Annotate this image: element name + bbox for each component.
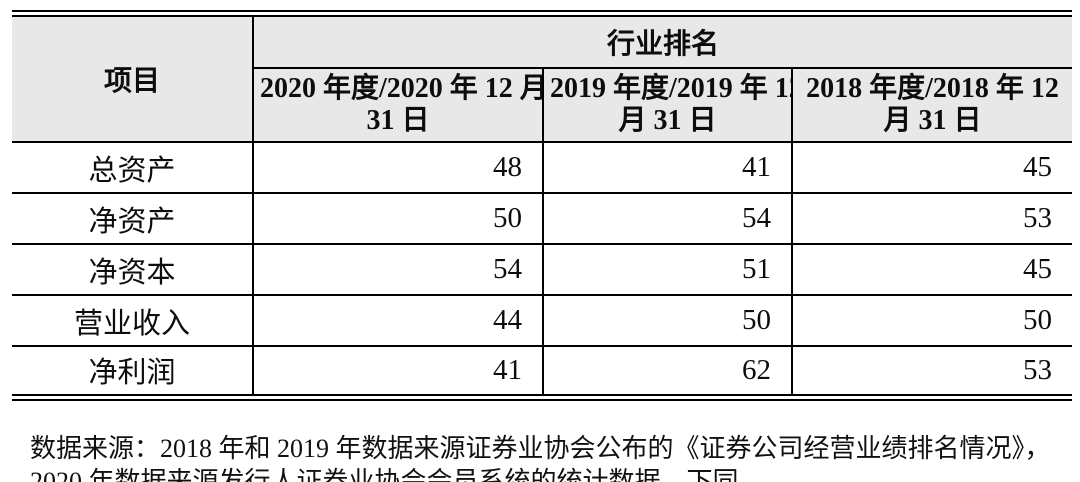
column-header-2018-line2: 月 31 日 — [883, 105, 982, 136]
row-label: 净利润 — [88, 357, 176, 390]
cell-value: 50 — [791, 295, 1072, 346]
column-header-group: 行业排名 — [252, 13, 1072, 68]
cell-value: 53 — [791, 193, 1072, 244]
cell-value: 45 — [791, 244, 1072, 295]
cell-value: 54 — [542, 193, 792, 244]
table-row-total-assets: 总资产 48 41 45 — [12, 142, 1072, 193]
cell-value: 51 — [542, 244, 792, 295]
column-header-2020: 2020 年度/2020 年 12 月 31 日 — [252, 68, 543, 142]
cell-value: 50 — [542, 295, 792, 346]
column-header-2020-line1: 2020 年度/2020 年 12 月 — [260, 73, 543, 104]
column-header-2019-line2: 月 31 日 — [618, 105, 717, 136]
footnote-line-2: 2020 年数据来源发行人证券业协会会员系统的统计数据，下同。 — [30, 467, 765, 482]
cell-value: 62 — [542, 346, 792, 397]
column-header-2018: 2018 年度/2018 年 12 月 31 日 — [791, 68, 1072, 142]
cell-value: 41 — [542, 142, 792, 193]
industry-ranking-table: 项目 行业排名 2020 年度/2020 年 12 月 31 日 2019 年度… — [12, 10, 1072, 401]
data-source-footnote: 数据来源：2018 年和 2019 年数据来源证券业协会公布的《证券公司经营业绩… — [30, 432, 1066, 482]
table-row-net-capital: 净资本 54 51 45 — [12, 244, 1072, 295]
row-label: 营业收入 — [73, 307, 190, 340]
column-header-2019: 2019 年度/2019 年 12 月 31 日 — [542, 68, 792, 142]
row-label: 总资产 — [88, 154, 176, 187]
column-header-2019-line1: 2019 年度/2019 年 12 — [550, 73, 792, 104]
column-header-2018-line1: 2018 年度/2018 年 12 — [806, 73, 1059, 104]
header-group-row: 项目 行业排名 — [12, 13, 1072, 142]
cell-value: 50 — [252, 193, 543, 244]
column-header-2020-line2: 31 日 — [366, 105, 430, 136]
cell-value: 48 — [252, 142, 543, 193]
header-year-row: 2020 年度/2020 年 12 月 31 日 2019 年度/2019 年 … — [12, 68, 1072, 142]
cell-value: 54 — [252, 244, 543, 295]
row-label: 净资本 — [88, 256, 176, 289]
table-row-operating-revenue: 营业收入 44 50 50 — [12, 295, 1072, 346]
column-header-item: 项目 — [12, 13, 253, 142]
row-label: 净资产 — [88, 205, 176, 238]
table-row-net-assets: 净资产 50 54 53 — [12, 193, 1072, 244]
cell-value: 44 — [252, 295, 543, 346]
footnote-line-1: 数据来源：2018 年和 2019 年数据来源证券业协会公布的《证券公司经营业绩… — [30, 434, 1051, 463]
cell-value: 53 — [791, 346, 1072, 397]
cell-value: 45 — [791, 142, 1072, 193]
cell-value: 41 — [252, 346, 543, 397]
table-row-net-profit: 净利润 41 62 53 — [12, 346, 1072, 397]
